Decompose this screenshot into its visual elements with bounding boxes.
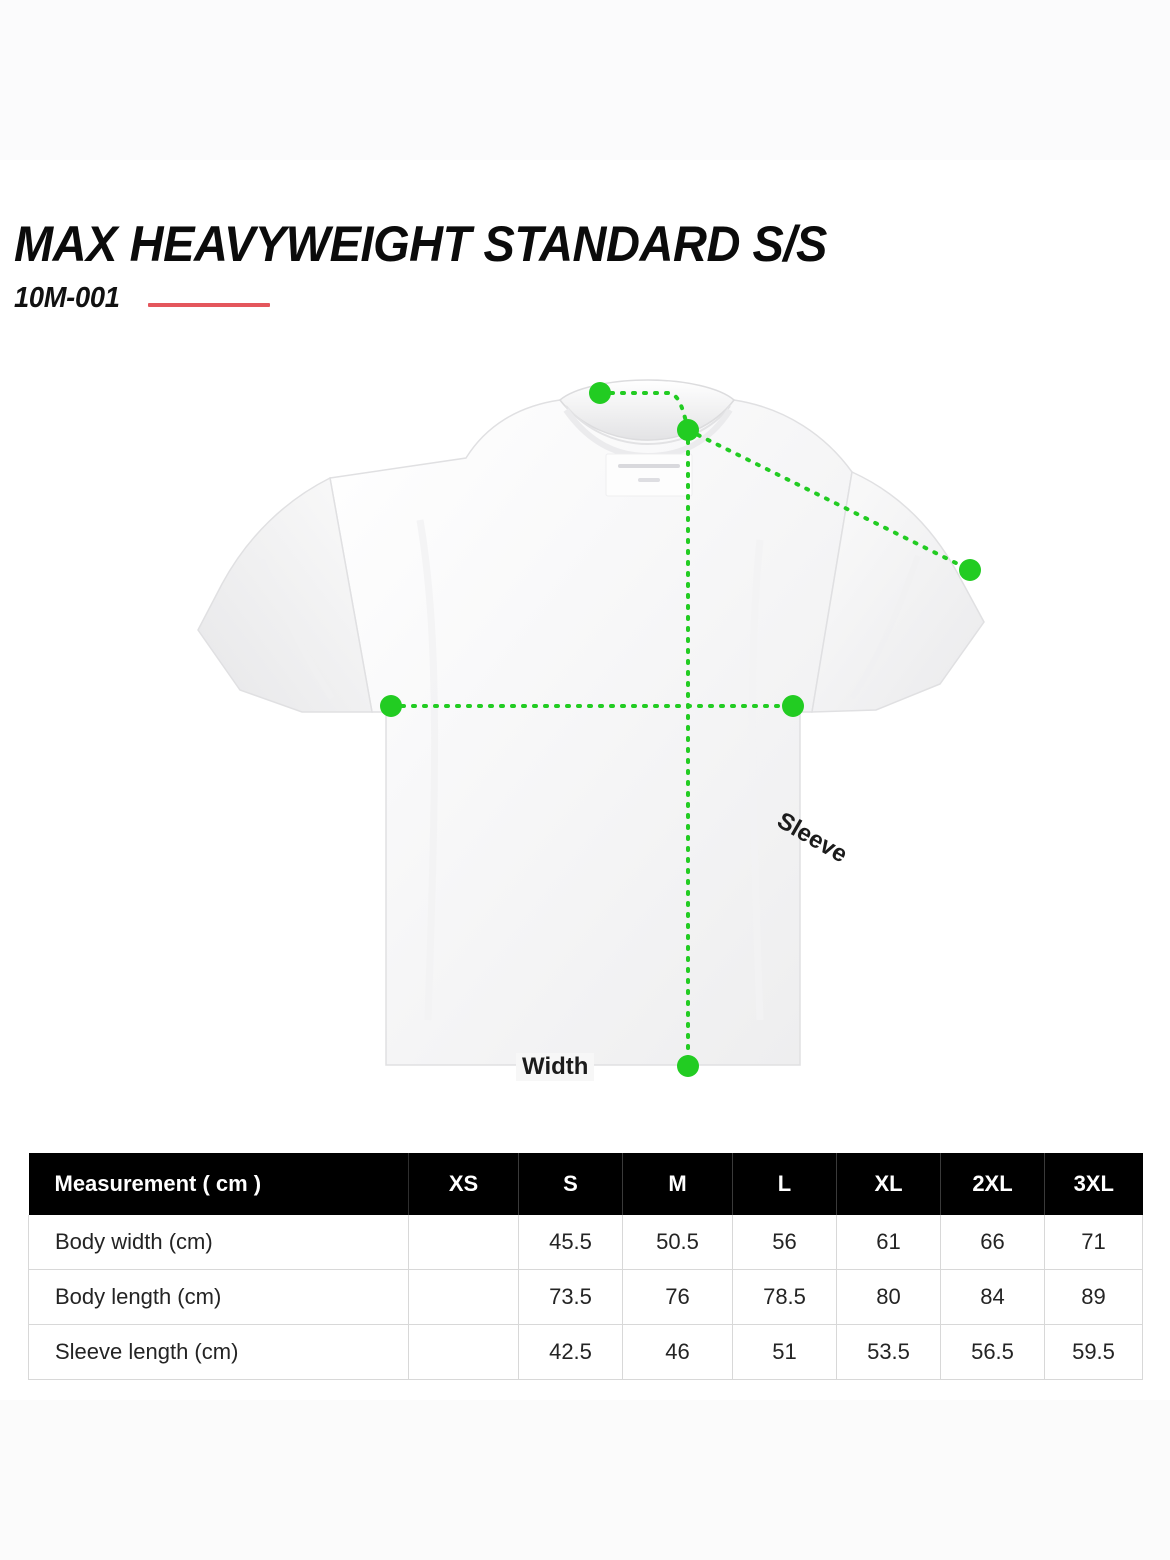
- column-header-s: S: [518, 1153, 623, 1215]
- size-table-container: Measurement ( cm ) XS S M L XL 2XL 3XL B…: [28, 1153, 1143, 1380]
- column-header-l: L: [732, 1153, 837, 1215]
- size-table-body: Body width (cm) 45.5 50.5 56 61 66 71 Bo…: [28, 1215, 1143, 1380]
- sleeve-guide-line: [686, 428, 972, 572]
- cell-body-width-l: 56: [732, 1215, 837, 1270]
- measurement-markers: [380, 382, 981, 1077]
- marker-width-right: [782, 695, 804, 717]
- cell-sleeve-length-2xl: 56.5: [940, 1324, 1045, 1380]
- care-label: [605, 453, 693, 497]
- size-table: Measurement ( cm ) XS S M L XL 2XL 3XL B…: [28, 1153, 1143, 1380]
- style-code-row: 10M-001: [14, 282, 1014, 314]
- top-background-band: [0, 0, 1170, 160]
- table-row: Sleeve length (cm) 42.5 46 51 53.5 56.5 …: [28, 1324, 1143, 1380]
- column-header-measurement: Measurement ( cm ): [28, 1153, 409, 1215]
- cell-body-width-2xl: 66: [940, 1215, 1045, 1270]
- cell-body-length-xs: [408, 1269, 519, 1325]
- style-code: 10M-001: [14, 282, 120, 314]
- cell-body-width-s: 45.5: [518, 1215, 623, 1270]
- column-header-m: M: [622, 1153, 733, 1215]
- size-table-header-row: Measurement ( cm ) XS S M L XL 2XL 3XL: [28, 1153, 1143, 1215]
- marker-shoulder-seam: [677, 419, 699, 441]
- cell-sleeve-length-xl: 53.5: [836, 1324, 941, 1380]
- bottom-background-band: [0, 1400, 1170, 1560]
- sleeve-guide-top: [598, 391, 690, 432]
- tshirt-illustration: [197, 379, 985, 1066]
- measurement-guides: [389, 391, 972, 1068]
- size-table-head: Measurement ( cm ) XS S M L XL 2XL 3XL: [28, 1153, 1143, 1215]
- cell-body-width-xs: [408, 1215, 519, 1270]
- marker-length-bottom: [677, 1055, 699, 1077]
- column-header-3xl: 3XL: [1044, 1153, 1143, 1215]
- cell-body-length-s: 73.5: [518, 1269, 623, 1325]
- cell-sleeve-length-s: 42.5: [518, 1324, 623, 1380]
- row-label-sleeve-length: Sleeve length (cm): [28, 1324, 409, 1380]
- cell-body-width-3xl: 71: [1044, 1215, 1143, 1270]
- cell-body-length-l: 78.5: [732, 1269, 837, 1325]
- accent-rule: [148, 303, 271, 307]
- marker-shoulder-top: [589, 382, 611, 404]
- cell-body-length-xl: 80: [836, 1269, 941, 1325]
- width-label: Width: [516, 1053, 595, 1081]
- table-row: Body length (cm) 73.5 76 78.5 80 84 89: [28, 1269, 1143, 1325]
- product-heading: MAX HEAVYWEIGHT STANDARD S/S 10M-001: [14, 216, 1014, 314]
- marker-width-left: [380, 695, 402, 717]
- column-header-xs: XS: [408, 1153, 519, 1215]
- product-title: MAX HEAVYWEIGHT STANDARD S/S: [14, 216, 827, 272]
- row-label-body-width: Body width (cm): [28, 1215, 409, 1270]
- column-header-2xl: 2XL: [940, 1153, 1045, 1215]
- cell-sleeve-length-3xl: 59.5: [1044, 1324, 1143, 1380]
- table-row: Body width (cm) 45.5 50.5 56 61 66 71: [28, 1215, 1143, 1270]
- cell-body-length-3xl: 89: [1044, 1269, 1143, 1325]
- garment-diagram: Width Length Sleeve: [0, 360, 1170, 1291]
- marker-sleeve-end: [959, 559, 981, 581]
- column-header-xl: XL: [836, 1153, 941, 1215]
- cell-sleeve-length-m: 46: [622, 1324, 733, 1380]
- cell-body-length-m: 76: [622, 1269, 733, 1325]
- row-label-body-length: Body length (cm): [28, 1269, 409, 1325]
- cell-body-length-2xl: 84: [940, 1269, 1045, 1325]
- cell-body-width-m: 50.5: [622, 1215, 733, 1270]
- cell-sleeve-length-xs: [408, 1324, 519, 1380]
- cell-sleeve-length-l: 51: [732, 1324, 837, 1380]
- cell-body-width-xl: 61: [836, 1215, 941, 1270]
